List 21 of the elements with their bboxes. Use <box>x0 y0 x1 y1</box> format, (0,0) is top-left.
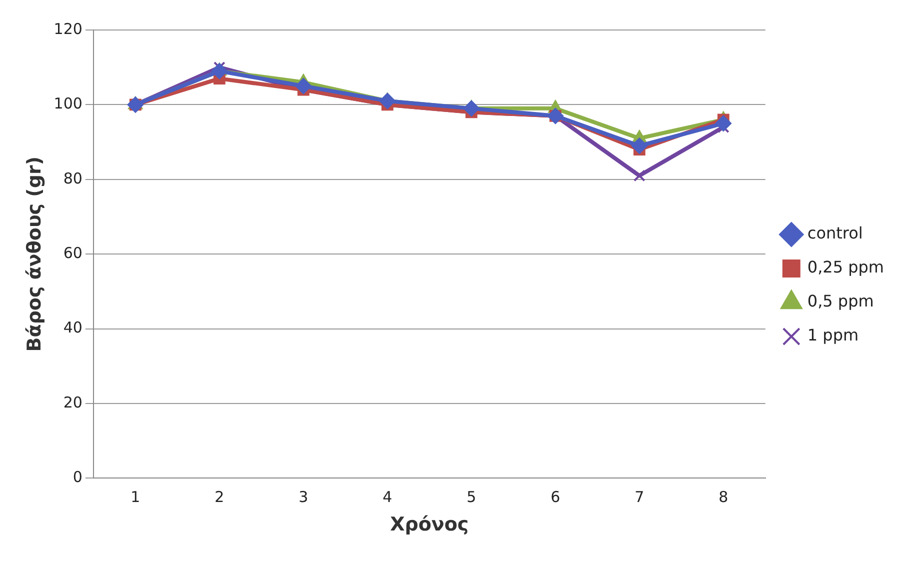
x-tick-label: 5 <box>466 488 476 506</box>
y-tick-label: 100 <box>54 94 82 113</box>
y-tick-label: 80 <box>63 169 82 188</box>
x-tick-label: 8 <box>718 488 728 506</box>
x-tick-label: 2 <box>214 488 224 506</box>
y-tick-label: 40 <box>63 318 82 337</box>
y-tick-label: 20 <box>63 393 82 412</box>
legend-label: 0,25 ppm <box>807 258 884 277</box>
x-axis-title: Χρόνος <box>390 514 469 536</box>
y-tick-label: 120 <box>54 20 82 38</box>
legend-label: control <box>807 224 863 243</box>
x-tick-label: 6 <box>550 488 560 506</box>
x-tick-label: 4 <box>382 488 392 506</box>
y-axis-title: Βάρος άνθους (gr) <box>23 156 46 352</box>
x-tick-label: 3 <box>298 488 308 506</box>
legend-label: 1 ppm <box>807 326 859 345</box>
y-tick-label: 0 <box>72 468 82 486</box>
x-tick-label: 7 <box>634 488 644 506</box>
x-tick-label: 1 <box>130 488 140 506</box>
legend-label: 0,5 ppm <box>807 292 874 311</box>
y-tick-label: 60 <box>63 244 82 262</box>
